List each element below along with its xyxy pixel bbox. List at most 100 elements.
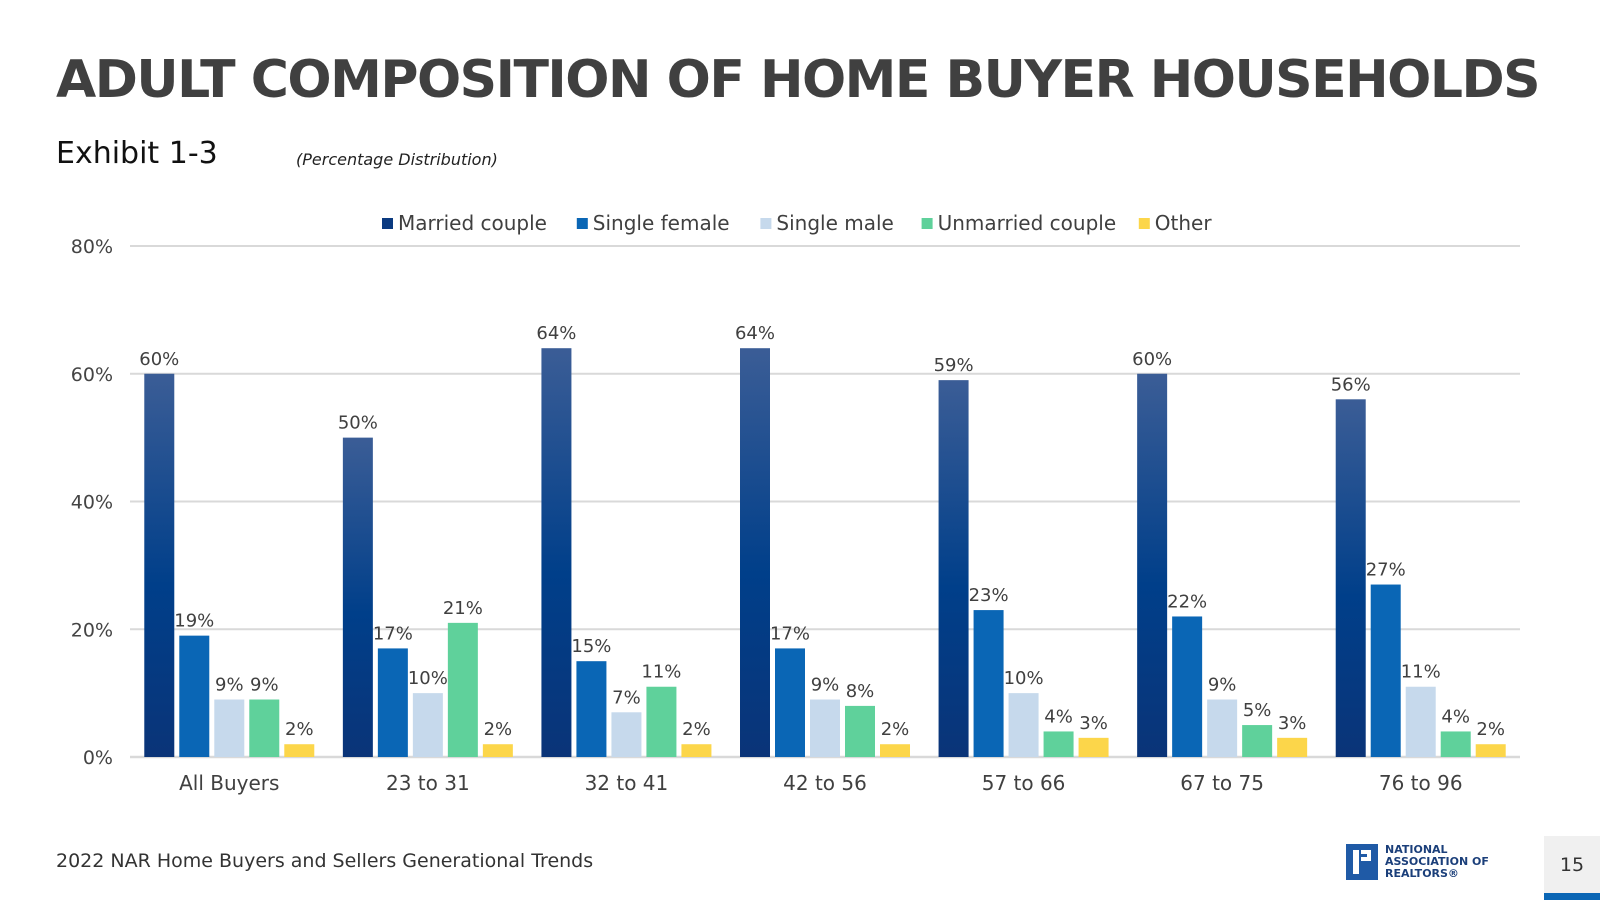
legend-label: Single male xyxy=(776,211,893,235)
bar xyxy=(1405,686,1436,757)
bar xyxy=(775,648,805,757)
data-label: 22% xyxy=(1167,591,1207,612)
data-label: 50% xyxy=(338,413,378,434)
y-tick-label: 20% xyxy=(71,619,113,641)
data-label: 3% xyxy=(1278,713,1307,734)
realtor-r-icon xyxy=(1346,844,1378,880)
data-label: 10% xyxy=(408,668,448,689)
bar xyxy=(541,348,572,757)
data-label: 19% xyxy=(174,611,214,632)
data-label: 64% xyxy=(536,323,576,344)
data-label: 2% xyxy=(484,719,513,740)
data-label: 64% xyxy=(735,323,775,344)
bar xyxy=(1008,693,1039,757)
bar xyxy=(681,744,712,757)
bar xyxy=(1440,731,1471,757)
bar xyxy=(611,712,642,757)
nar-logo: NATIONAL ASSOCIATION OF REALTORS® xyxy=(1346,844,1489,880)
bar xyxy=(377,648,408,757)
page-accent-bar xyxy=(1544,893,1600,900)
data-label: 9% xyxy=(811,675,840,696)
y-tick-label: 60% xyxy=(71,364,113,386)
bar xyxy=(1475,744,1506,757)
legend-label: Married couple xyxy=(398,211,547,235)
legend-label: Other xyxy=(1155,211,1213,235)
bar xyxy=(1137,373,1168,757)
data-label: 11% xyxy=(1401,662,1441,683)
logo-line-1: NATIONAL xyxy=(1385,843,1448,856)
x-tick-label: 32 to 41 xyxy=(585,771,669,795)
x-tick-label: All Buyers xyxy=(179,771,279,795)
x-tick-label: 42 to 56 xyxy=(783,771,867,795)
y-tick-label: 40% xyxy=(71,492,113,514)
data-label: 60% xyxy=(139,349,179,370)
logo-text: NATIONAL ASSOCIATION OF REALTORS® xyxy=(1385,844,1489,880)
data-label: 4% xyxy=(1441,706,1470,727)
legend-swatch xyxy=(382,218,393,229)
bar xyxy=(1242,725,1273,757)
bar xyxy=(412,693,443,757)
data-label: 9% xyxy=(1208,675,1237,696)
bar xyxy=(576,661,607,757)
bar xyxy=(284,744,315,757)
bar xyxy=(740,348,770,757)
bar xyxy=(810,699,840,757)
bar xyxy=(1207,699,1238,757)
exhibit-label: Exhibit 1-3 xyxy=(56,136,218,171)
legend-swatch xyxy=(576,218,588,229)
bar xyxy=(646,686,677,757)
x-tick-label: 76 to 96 xyxy=(1379,771,1463,795)
bar xyxy=(1043,731,1074,757)
data-label: 7% xyxy=(612,687,641,708)
data-label: 2% xyxy=(285,719,314,740)
data-label: 27% xyxy=(1366,560,1406,581)
data-label: 9% xyxy=(215,675,244,696)
data-label: 2% xyxy=(881,719,910,740)
logo-line-2: ASSOCIATION OF xyxy=(1385,855,1489,868)
bar xyxy=(482,744,513,757)
bar xyxy=(342,437,373,757)
legend-label: Unmarried couple xyxy=(938,211,1117,235)
bar xyxy=(1172,616,1203,757)
bar xyxy=(973,610,1004,757)
data-label: 56% xyxy=(1331,374,1371,395)
chart-subtitle: (Percentage Distribution) xyxy=(296,150,498,169)
page-title: ADULT COMPOSITION OF HOME BUYER HOUSEHOL… xyxy=(56,50,1541,110)
logo-line-3: REALTORS® xyxy=(1385,867,1459,880)
data-label: 10% xyxy=(1004,668,1044,689)
bar xyxy=(938,380,969,757)
page-number-box: 15 xyxy=(1544,836,1600,900)
data-label: 5% xyxy=(1243,700,1272,721)
bar xyxy=(179,635,210,757)
bar xyxy=(249,699,280,757)
data-label: 4% xyxy=(1044,706,1073,727)
bar xyxy=(880,744,910,757)
legend-swatch xyxy=(1138,218,1150,229)
data-label: 2% xyxy=(682,719,711,740)
y-tick-label: 0% xyxy=(83,747,113,769)
bar xyxy=(447,622,478,757)
data-label: 2% xyxy=(1476,719,1505,740)
bar xyxy=(144,373,175,757)
data-label: 3% xyxy=(1079,713,1108,734)
bar xyxy=(1277,737,1308,757)
x-tick-label: 67 to 75 xyxy=(1180,771,1264,795)
bar xyxy=(845,705,875,757)
bar xyxy=(1078,737,1109,757)
data-label: 17% xyxy=(770,623,810,644)
bar-chart: 0% 20% 40% 60% 80% Married couple Single femal… xyxy=(71,211,1520,795)
data-label: 17% xyxy=(373,623,413,644)
data-label: 21% xyxy=(443,598,483,619)
legend-swatch xyxy=(760,218,772,229)
x-tick-label: 23 to 31 xyxy=(386,771,470,795)
data-label: 59% xyxy=(934,355,974,376)
page-number: 15 xyxy=(1559,854,1585,876)
x-tick-label: 57 to 66 xyxy=(982,771,1066,795)
source-footnote: 2022 NAR Home Buyers and Sellers Generat… xyxy=(56,850,594,872)
data-label: 11% xyxy=(641,662,681,683)
data-label: 23% xyxy=(969,585,1009,606)
bar xyxy=(1370,584,1401,757)
legend-swatch xyxy=(921,218,933,229)
data-label: 8% xyxy=(846,681,875,702)
legend-label: Single female xyxy=(593,211,730,235)
